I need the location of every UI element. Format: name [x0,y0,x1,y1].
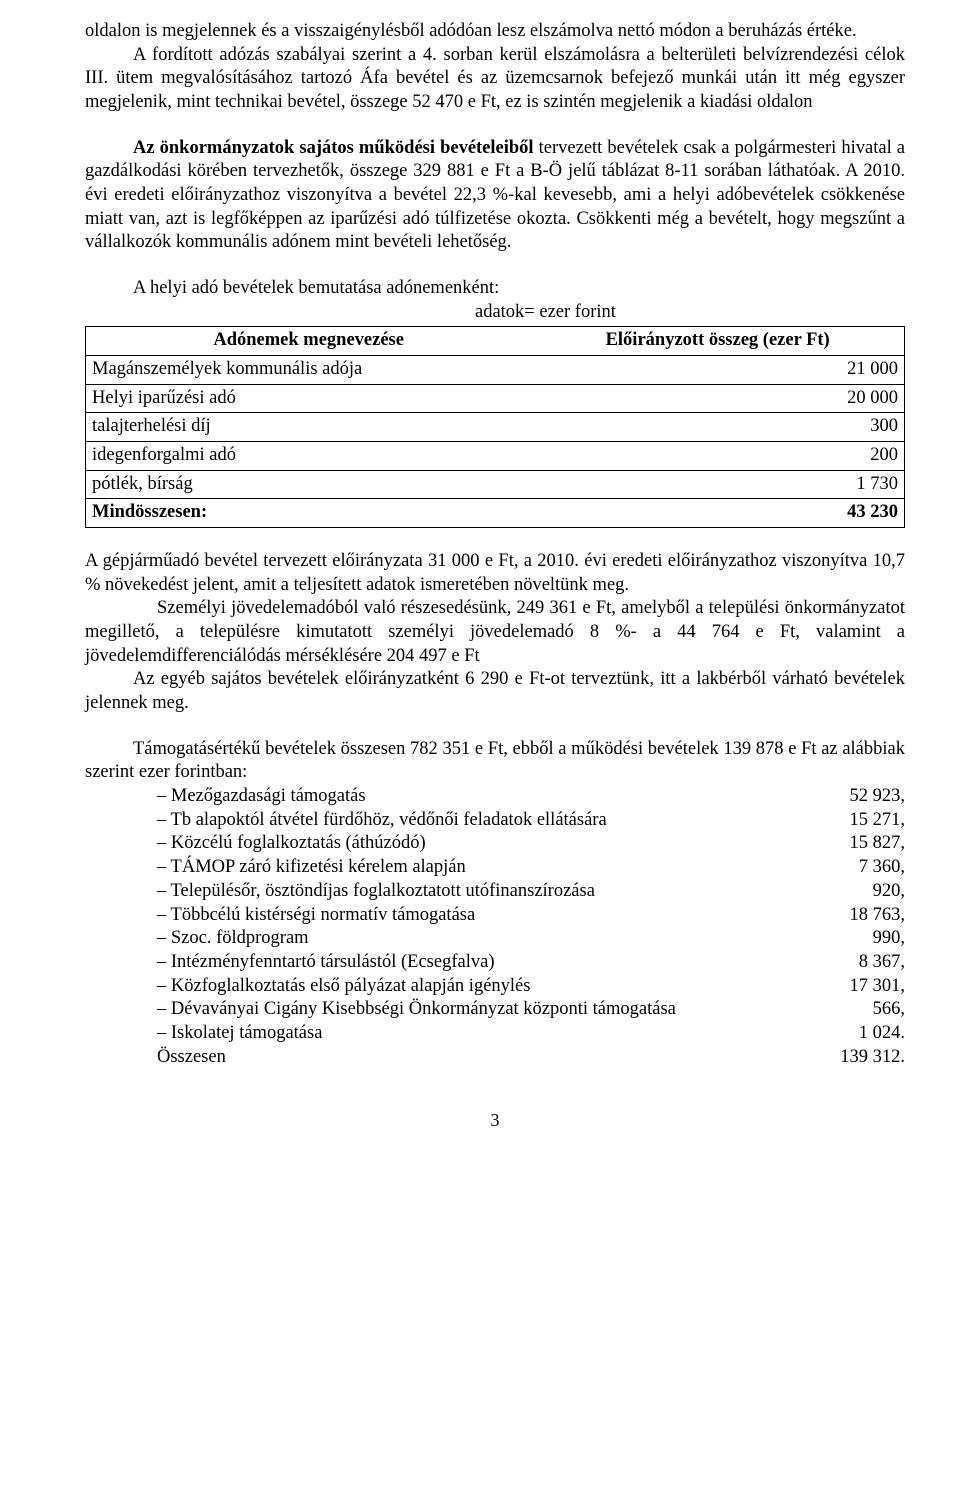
row-value: 21 000 [531,356,904,385]
list-item: Mezőgazdasági támogatás52 923, [157,785,905,809]
list-item: Többcélú kistérségi normatív támogatása1… [157,904,905,928]
row-name: Magánszemélyek kommunális adója [86,356,532,385]
total-label: Mindösszesen: [86,499,532,528]
row-name: talajterhelési díj [86,413,532,442]
list-item: Intézményfenntartó társulástól (Ecsegfal… [157,951,905,975]
list-total-row: Összesen 139 312. [85,1046,905,1070]
list-item: Tb alapoktól átvétel fürdőhöz, védőnői f… [157,809,905,833]
paragraph-3-lead: Az önkormányzatok sajátos működési bevét… [133,138,534,158]
col-amount-header: Előirányzott összeg (ezer Ft) [531,327,904,356]
tax-table: Adónemek megnevezése Előirányzott összeg… [85,326,905,528]
table-row: idegenforgalmi adó 200 [86,442,905,471]
table-row: pótlék, bírság 1 730 [86,470,905,499]
list-total-label: Összesen [157,1046,226,1070]
list-item: Szoc. földprogram990, [157,927,905,951]
row-value: 20 000 [531,384,904,413]
paragraph-6: Személyi jövedelemadóból való részesedés… [85,597,905,668]
total-value: 43 230 [531,499,904,528]
table-header-row: Adónemek megnevezése Előirányzott összeg… [86,327,905,356]
table-row: talajterhelési díj 300 [86,413,905,442]
row-value: 1 730 [531,470,904,499]
paragraph-3: Az önkormányzatok sajátos működési bevét… [85,137,905,255]
row-name: idegenforgalmi adó [86,442,532,471]
paragraph-8: Támogatásértékű bevételek összesen 782 3… [85,738,905,785]
col-name-header: Adónemek megnevezése [86,327,532,356]
unit-label: adatok= ezer forint [85,301,905,325]
list-item: Közcélú foglalkoztatás (áthúzódó)15 827, [157,832,905,856]
page-number: 3 [85,1109,905,1132]
paragraph-7: Az egyéb sajátos bevételek előirányzatké… [85,668,905,715]
list-total-value: 139 312. [785,1046,905,1070]
paragraph-5: A gépjárműadó bevétel tervezett előirány… [85,550,905,597]
table-total-row: Mindösszesen: 43 230 [86,499,905,528]
paragraph-4: A helyi adó bevételek bemutatása adóneme… [85,277,905,301]
list-item: Közfoglalkoztatás első pályázat alapján … [157,975,905,999]
list-item: Iskolatej támogatása1 024. [157,1022,905,1046]
support-list: Mezőgazdasági támogatás52 923, Tb alapok… [85,785,905,1045]
list-item: TÁMOP záró kifizetési kérelem alapján7 3… [157,856,905,880]
list-item: Dévaványai Cigány Kisebbségi Önkormányza… [157,998,905,1022]
paragraph-2: A fordított adózás szabályai szerint a 4… [85,44,905,115]
table-row: Helyi iparűzési adó 20 000 [86,384,905,413]
row-value: 300 [531,413,904,442]
row-name: pótlék, bírság [86,470,532,499]
row-name: Helyi iparűzési adó [86,384,532,413]
list-item: Településőr, ösztöndíjas foglalkoztatott… [157,880,905,904]
paragraph-1: oldalon is megjelennek és a visszaigényl… [85,20,905,44]
table-row: Magánszemélyek kommunális adója 21 000 [86,356,905,385]
row-value: 200 [531,442,904,471]
